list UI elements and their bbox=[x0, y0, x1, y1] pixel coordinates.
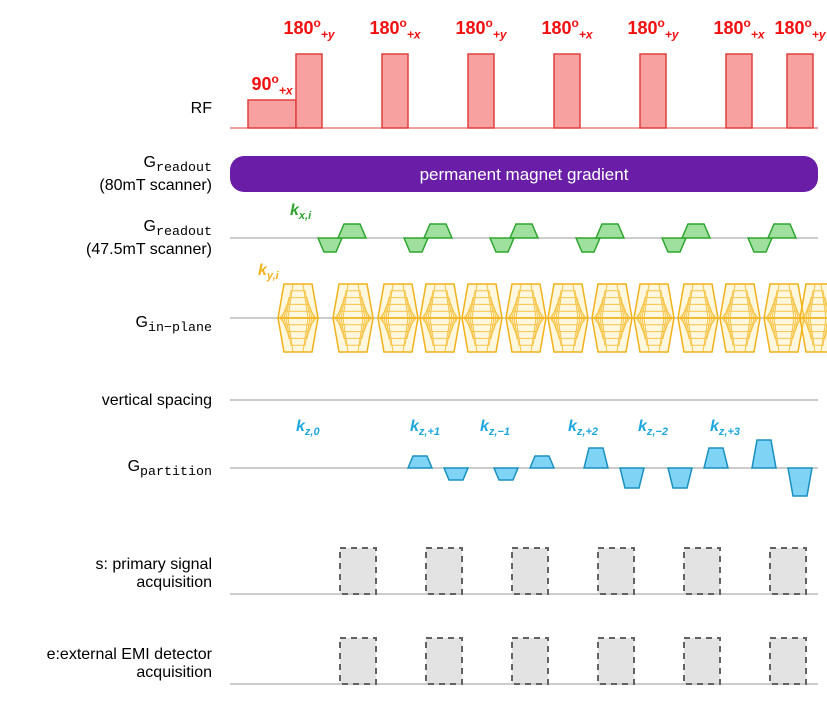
rf-180-label-5: 180o+x bbox=[709, 16, 769, 42]
label-vspacing: vertical spacing bbox=[102, 392, 212, 410]
label-ginplane: Gin−plane bbox=[136, 314, 212, 337]
rf-180-label-0: 180o+y bbox=[279, 16, 339, 42]
label-gread47: Greadout (47.5mT scanner) bbox=[86, 218, 212, 259]
label-gread80: Greadout (80mT scanner) bbox=[99, 154, 212, 195]
rf-90-label: 90o+x bbox=[242, 72, 302, 98]
rf-180-label-6: 180o+y bbox=[770, 16, 827, 42]
rf-180-label-2: 180o+y bbox=[451, 16, 511, 42]
perm-gradient-text: permanent magnet gradient bbox=[420, 165, 629, 184]
kz-label-0: kz,0 bbox=[296, 418, 320, 438]
kz-label-1: kz,+1 bbox=[410, 418, 440, 438]
label-sprimary: s: primary signalacquisition bbox=[96, 556, 212, 593]
kz-label-2: kz,−1 bbox=[480, 418, 510, 438]
kz-label-3: kz,+2 bbox=[568, 418, 598, 438]
rf-180-label-1: 180o+x bbox=[365, 16, 425, 42]
kz-label-4: kz,−2 bbox=[638, 418, 668, 438]
sequence-diagram: permanent magnet gradient bbox=[0, 0, 827, 714]
label-rf: RF bbox=[191, 100, 212, 118]
rf-180-label-4: 180o+y bbox=[623, 16, 683, 42]
rf-180-label-3: 180o+x bbox=[537, 16, 597, 42]
label-gpartition: Gpartition bbox=[128, 458, 212, 481]
kyi-label: ky,i bbox=[258, 262, 279, 282]
kz-label-5: kz,+3 bbox=[710, 418, 740, 438]
label-eemi: e:external EMI detectoracquisition bbox=[47, 646, 212, 683]
kxi-label: kx,i bbox=[290, 202, 311, 222]
